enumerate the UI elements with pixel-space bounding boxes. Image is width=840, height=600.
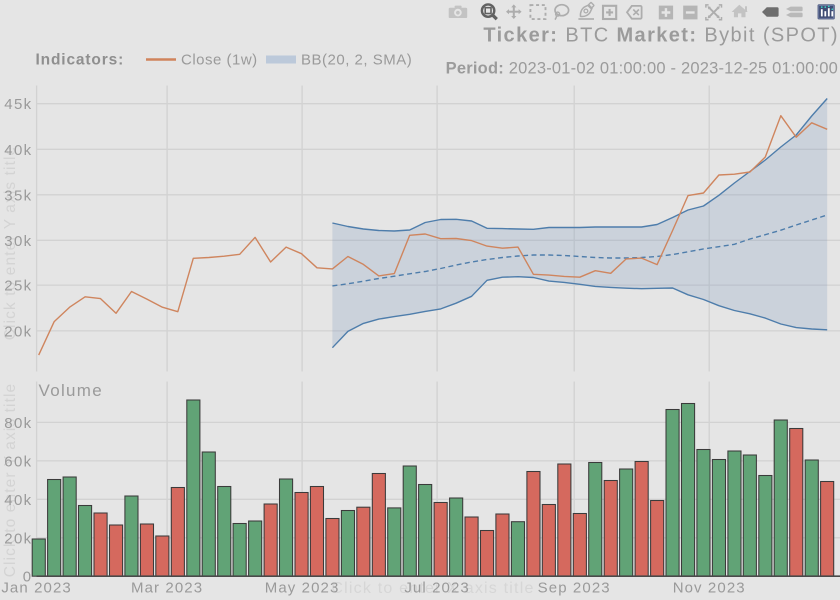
svg-text:35k: 35k	[4, 187, 32, 204]
svg-text:Click to enter Y axis title: Click to enter Y axis title	[2, 383, 19, 578]
svg-text:Sep 2023: Sep 2023	[538, 580, 611, 597]
svg-text:80k: 80k	[4, 415, 32, 432]
svg-text:Period: 2023-01-02 01:00:00 -: Period: 2023-01-02 01:00:00 - 2023-12-25…	[446, 60, 838, 78]
svg-text:Volume: Volume	[39, 381, 104, 400]
svg-text:Indicators:: Indicators:	[36, 52, 125, 69]
svg-text:25k: 25k	[4, 278, 32, 295]
svg-text:60k: 60k	[4, 453, 32, 470]
svg-text:Click to enter X axis title: Click to enter X axis title	[331, 580, 534, 597]
svg-text:20k: 20k	[4, 323, 32, 340]
svg-text:40k: 40k	[4, 492, 32, 509]
svg-text:Mar 2023: Mar 2023	[131, 580, 203, 597]
svg-text:Click to enter Y axis title: Click to enter Y axis title	[2, 146, 19, 341]
svg-text:Jan 2023: Jan 2023	[1, 580, 72, 597]
svg-text:Nov 2023: Nov 2023	[673, 580, 746, 597]
svg-text:Jul 2023: Jul 2023	[404, 580, 470, 597]
svg-text:BB(20, 2, SMA): BB(20, 2, SMA)	[301, 52, 412, 69]
svg-text:Close (1w): Close (1w)	[181, 52, 258, 69]
svg-text:20k: 20k	[4, 530, 32, 547]
svg-text:May 2023: May 2023	[265, 580, 340, 597]
svg-text:Ticker: BTC Market: Bybit (SPO: Ticker: BTC Market: Bybit (SPOT)	[483, 25, 839, 47]
svg-text:30k: 30k	[4, 233, 32, 250]
svg-text:0: 0	[23, 569, 33, 586]
svg-text:40k: 40k	[4, 142, 32, 159]
svg-text:45k: 45k	[4, 96, 32, 113]
